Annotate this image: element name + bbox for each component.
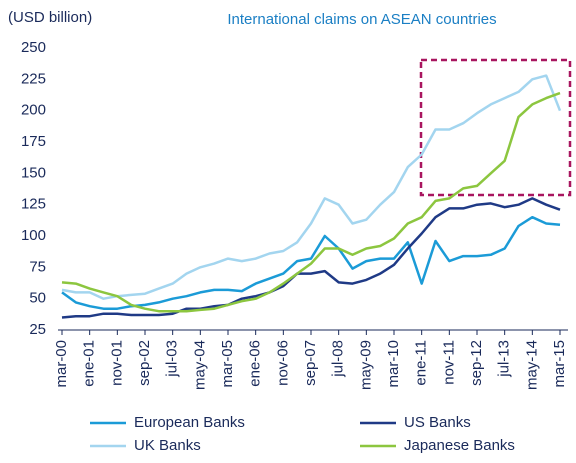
y-tick-label: 150 xyxy=(21,164,46,181)
y-tick-label: 200 xyxy=(21,102,46,119)
chart-title: International claims on ASEAN countries xyxy=(227,11,496,28)
x-tick-label: ene-11 xyxy=(413,340,430,386)
x-tick-label: sep-12 xyxy=(468,340,485,386)
x-tick-label: jul-08 xyxy=(330,340,347,378)
x-tick-label: may-14 xyxy=(523,340,540,390)
legend-label: UK Banks xyxy=(134,437,201,454)
x-tick-label: may-04 xyxy=(191,340,208,390)
x-tick-label: mar-00 xyxy=(53,340,70,388)
y-tick-label: 125 xyxy=(21,196,46,213)
x-tick-label: ene-01 xyxy=(81,340,98,387)
x-tick-label: nov-01 xyxy=(108,340,125,386)
y-axis-label: (USD billion) xyxy=(8,9,92,26)
series-line xyxy=(61,91,561,313)
series-line xyxy=(61,197,561,319)
series-line xyxy=(61,74,562,300)
y-tick-label: 50 xyxy=(29,290,46,307)
x-tick-label: nov-06 xyxy=(274,340,291,386)
x-tick-label: mar-15 xyxy=(551,340,568,388)
x-tick-label: jul-13 xyxy=(496,340,513,378)
y-tick-label: 100 xyxy=(21,227,46,244)
highlight-box xyxy=(419,58,572,197)
x-tick-label: sep-02 xyxy=(136,340,153,386)
y-tick-label: 175 xyxy=(21,133,46,150)
x-tick-label: jul-03 xyxy=(164,340,181,378)
x-tick-label: mar-10 xyxy=(385,340,402,388)
y-tick-label: 250 xyxy=(21,39,46,56)
x-tick-label: sep-07 xyxy=(302,340,319,386)
legend-label: Japanese Banks xyxy=(404,437,515,454)
y-tick-label: 75 xyxy=(29,258,46,275)
x-tick-label: ene-06 xyxy=(247,340,264,387)
legend-label: European Banks xyxy=(134,414,245,431)
x-tick-label: nov-11 xyxy=(440,340,457,385)
series-line xyxy=(61,215,561,310)
y-tick-label: 225 xyxy=(21,70,46,87)
x-tick-label: mar-05 xyxy=(219,340,236,388)
y-tick-label: 25 xyxy=(29,321,46,338)
legend-label: US Banks xyxy=(404,414,471,431)
x-tick-label: may-09 xyxy=(357,340,374,390)
